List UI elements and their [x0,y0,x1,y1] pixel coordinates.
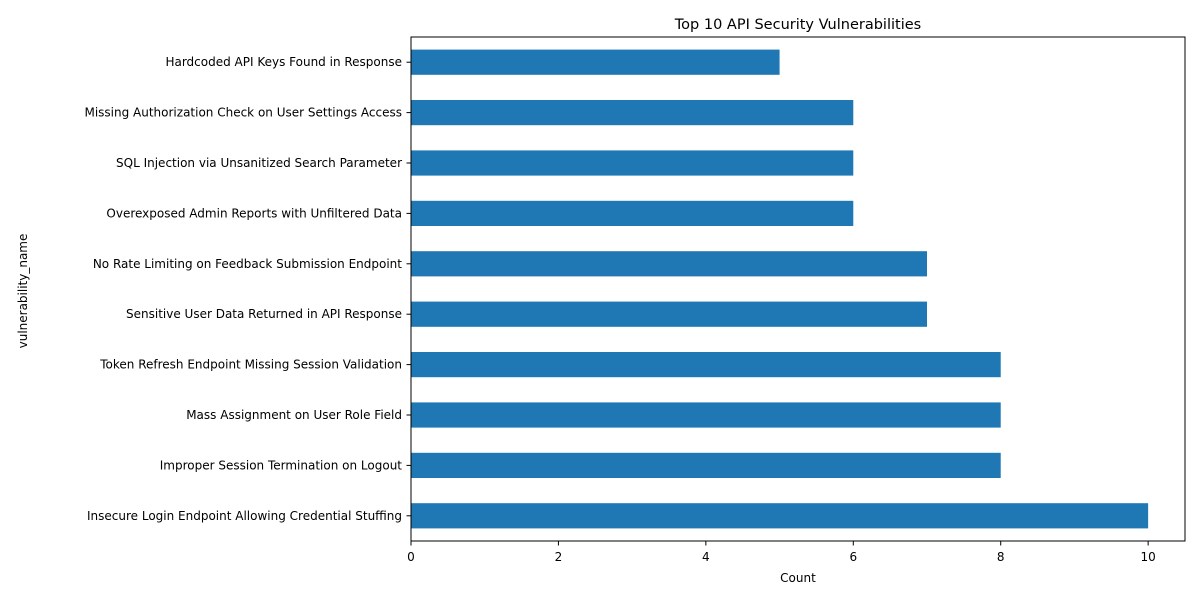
y-tick-label: Token Refresh Endpoint Missing Session V… [99,358,402,372]
bar [411,100,854,126]
y-tick-label: Insecure Login Endpoint Allowing Credent… [87,509,402,523]
bar [411,352,1001,378]
x-tick-label: 6 [849,550,857,564]
bar [411,452,1001,478]
bar [411,200,854,226]
y-ticks-layer: Insecure Login Endpoint Allowing Credent… [84,55,411,523]
y-tick-label: Improper Session Termination on Logout [160,458,403,472]
bar [411,503,1149,529]
y-tick-label: Missing Authorization Check on User Sett… [84,106,402,120]
y-axis-label: vulnerability_name [16,234,30,349]
bar [411,402,1001,428]
x-axis-label: Count [780,571,816,585]
x-tick-label: 8 [997,550,1005,564]
x-tick-label: 4 [702,550,710,564]
y-tick-label: No Rate Limiting on Feedback Submission … [93,257,402,271]
y-tick-label: Hardcoded API Keys Found in Response [165,55,402,69]
bars-layer [411,49,1149,529]
bar [411,150,854,176]
x-tick-label: 0 [407,550,415,564]
x-tick-label: 2 [555,550,563,564]
axes-layer [410,36,1186,542]
y-tick-label: SQL Injection via Unsanitized Search Par… [116,156,402,170]
chart-title: Top 10 API Security Vulnerabilities [674,17,921,33]
bar [411,251,927,277]
x-ticks-layer: 0 2 4 6 8 10 [407,541,1156,564]
y-tick-label: Mass Assignment on User Role Field [186,408,402,422]
y-tick-label: Sensitive User Data Returned in API Resp… [126,307,402,321]
y-tick-label: Overexposed Admin Reports with Unfiltere… [106,206,402,220]
bar [411,49,780,75]
bar [411,301,927,327]
x-tick-label: 10 [1141,550,1156,564]
plot-frame [410,36,1186,542]
